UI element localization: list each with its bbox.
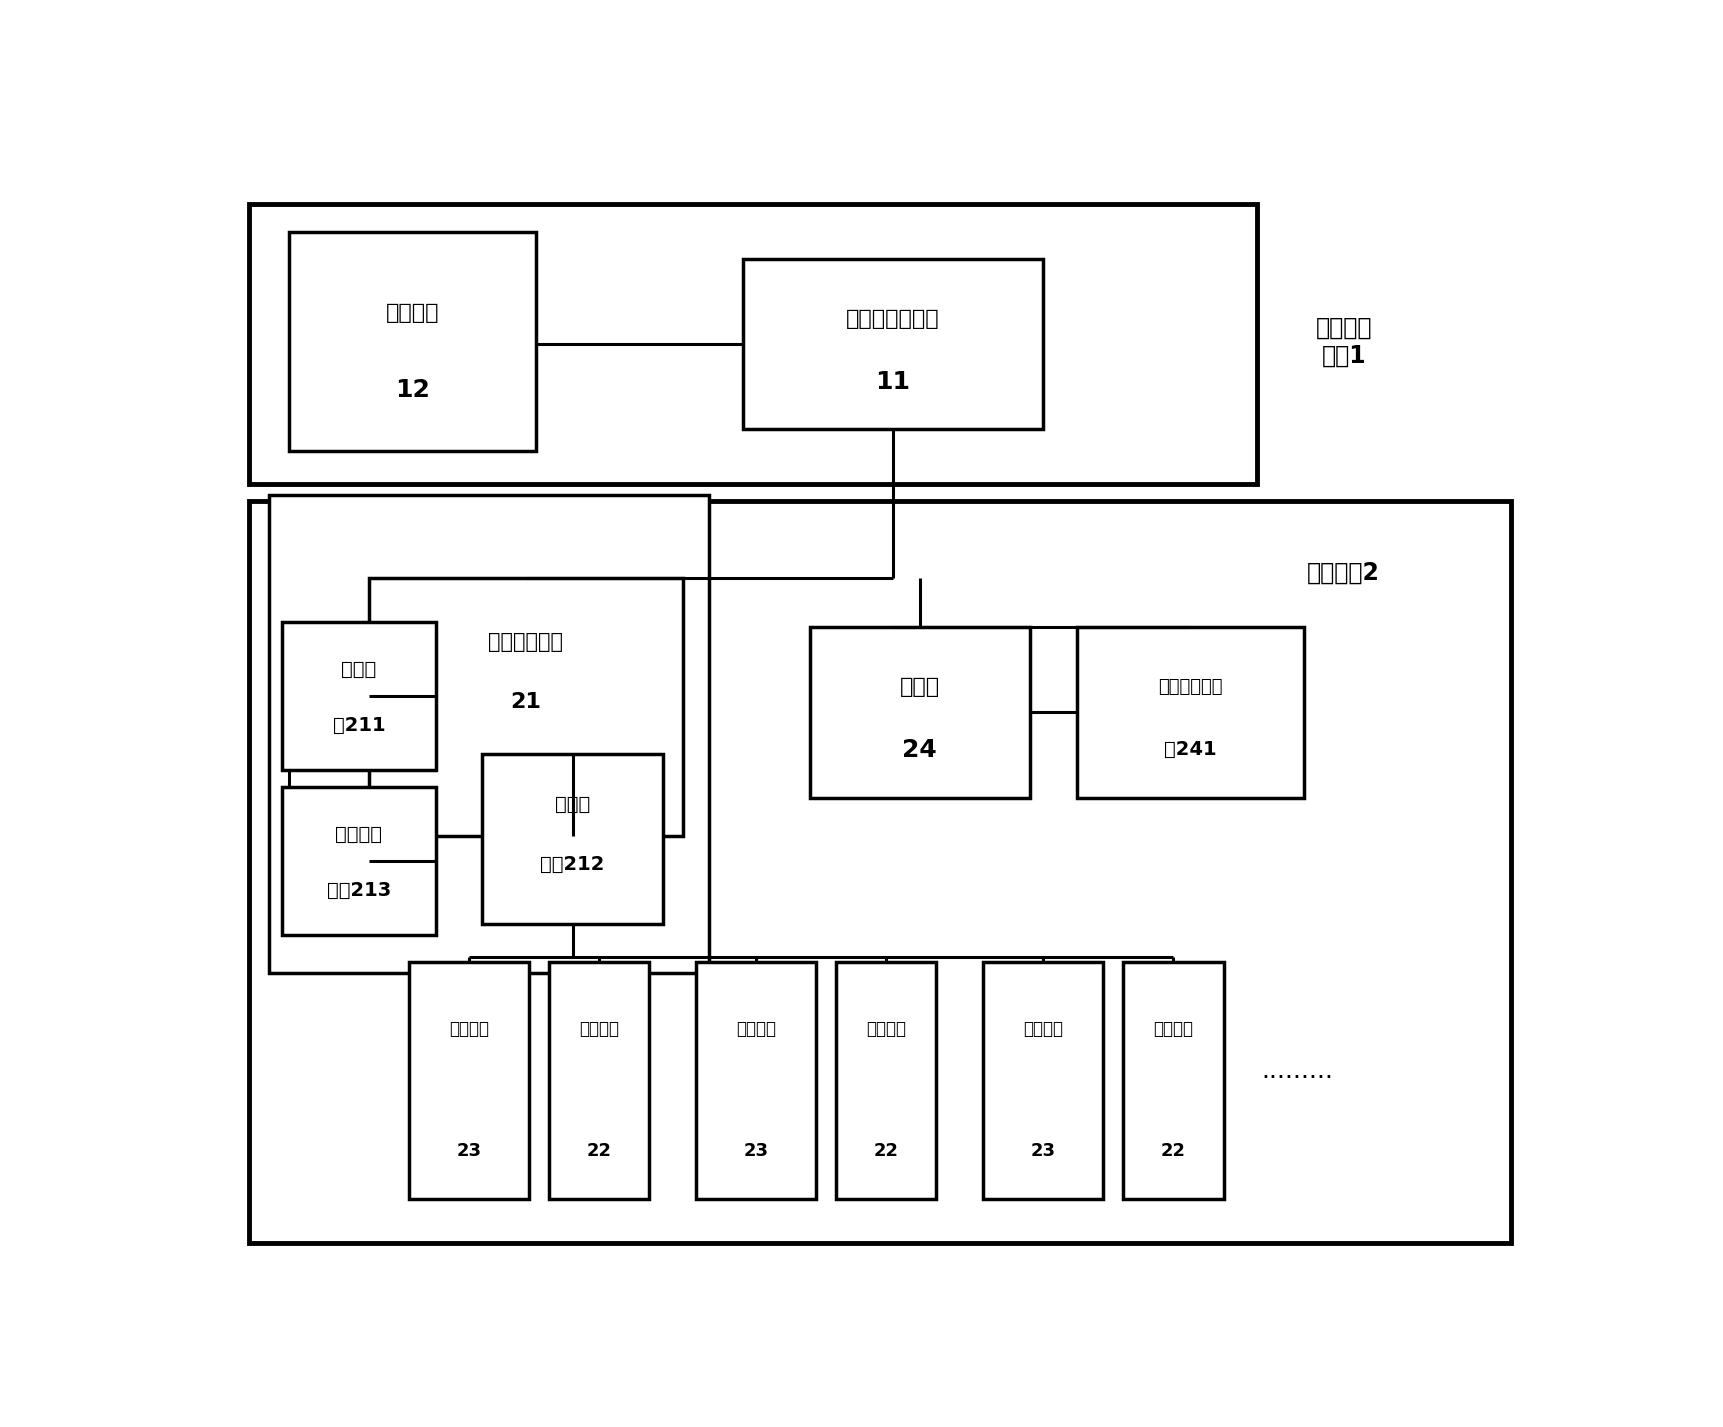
Bar: [810, 628, 1030, 798]
Bar: [1077, 628, 1304, 798]
Text: 电控门锁: 电控门锁: [867, 1019, 906, 1037]
Text: 采集模块: 采集模块: [1023, 1019, 1063, 1037]
Bar: [743, 260, 1042, 430]
Text: 24: 24: [903, 738, 937, 762]
Text: 用211: 用211: [333, 716, 386, 735]
Bar: [482, 753, 663, 923]
Text: 22: 22: [588, 1143, 612, 1160]
Text: 电控门锁: 电控门锁: [579, 1019, 619, 1037]
Bar: [1123, 962, 1223, 1199]
Text: 23: 23: [744, 1143, 768, 1160]
Text: 装罐213: 装罐213: [327, 880, 391, 900]
Text: 识别控制终端: 识别控制终端: [488, 632, 563, 652]
Text: 客户端: 客户端: [899, 676, 939, 696]
Bar: [984, 962, 1103, 1199]
Text: 视频采集: 视频采集: [336, 825, 383, 843]
Text: 21: 21: [510, 692, 541, 712]
Text: 网络数据服务器: 网络数据服务器: [846, 308, 939, 328]
Bar: [289, 231, 536, 451]
Text: 制器212: 制器212: [541, 855, 605, 873]
Bar: [283, 786, 436, 935]
Text: 门禁控: 门禁控: [555, 795, 591, 815]
Bar: [408, 962, 529, 1199]
Text: 23: 23: [1030, 1143, 1056, 1160]
Text: 23: 23: [457, 1143, 482, 1160]
Bar: [269, 495, 710, 973]
Bar: [283, 622, 436, 771]
Bar: [550, 962, 650, 1199]
Bar: [696, 962, 817, 1199]
Text: 识别模块2: 识别模块2: [1308, 561, 1380, 584]
Text: 电控门锁: 电控门锁: [1153, 1019, 1194, 1037]
Bar: [248, 204, 1258, 484]
Text: 22: 22: [874, 1143, 899, 1160]
Text: 12: 12: [395, 378, 429, 402]
Text: 客户端采集装: 客户端采集装: [1158, 678, 1222, 696]
Bar: [369, 578, 682, 836]
Text: 11: 11: [875, 370, 910, 394]
Text: 系统管理
模块1: 系统管理 模块1: [1315, 315, 1372, 367]
Bar: [248, 501, 1511, 1243]
Text: 识别装: 识别装: [341, 659, 377, 679]
Text: 管理终端: 管理终端: [386, 303, 439, 323]
Text: 22: 22: [1161, 1143, 1185, 1160]
Text: 采集模块: 采集模块: [736, 1019, 775, 1037]
Text: 用241: 用241: [1163, 741, 1216, 759]
Bar: [836, 962, 937, 1199]
Text: 采集模块: 采集模块: [450, 1019, 489, 1037]
Text: ·········: ·········: [1261, 1066, 1334, 1090]
